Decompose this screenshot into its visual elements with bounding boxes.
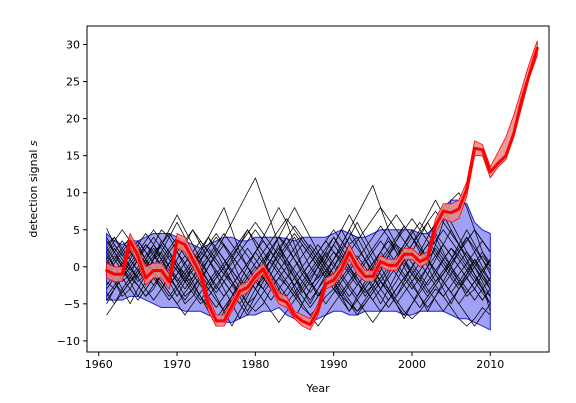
plot-area bbox=[105, 40, 539, 331]
x-tick-label: 1960 bbox=[85, 358, 113, 371]
observed-band bbox=[106, 40, 538, 331]
control-simulation-line-8 bbox=[106, 199, 491, 320]
observed-signal-line bbox=[105, 46, 539, 327]
x-tick-label: 1990 bbox=[320, 358, 348, 371]
y-axis-label-symbol: s bbox=[27, 140, 40, 146]
control-simulation-line-23 bbox=[106, 244, 491, 312]
y-tick-label: 30 bbox=[66, 39, 80, 52]
x-tick-label: 2000 bbox=[398, 358, 426, 371]
y-tick-label: 15 bbox=[66, 150, 80, 163]
x-axis-label: Year bbox=[305, 382, 330, 395]
x-tick-label: 1980 bbox=[241, 358, 269, 371]
y-tick-label: 20 bbox=[66, 113, 80, 126]
y-tick-label: 10 bbox=[66, 187, 80, 200]
y-axis-label: detection signal s bbox=[27, 140, 40, 237]
axes-frame bbox=[86, 25, 550, 353]
ticks: 1960 1970 1980 1990 2000 2010 −10 −5 0 5 10 15 20 25 3… bbox=[57, 39, 504, 371]
control-simulation-line-11 bbox=[106, 218, 491, 320]
control-simulation-line-20 bbox=[106, 218, 491, 297]
y-tick-label: −5 bbox=[64, 298, 80, 311]
control-simulation-line-21 bbox=[106, 247, 491, 327]
x-tick-label: 1970 bbox=[163, 358, 191, 371]
control-simulation-line-22 bbox=[106, 225, 491, 305]
y-tick-label: 25 bbox=[66, 76, 80, 89]
x-tick-label: 2010 bbox=[476, 358, 504, 371]
y-axis-label-text: detection signal bbox=[27, 146, 40, 237]
control-simulation-line-9 bbox=[106, 210, 491, 323]
y-tick-label: −10 bbox=[57, 335, 80, 348]
y-tick-label: 0 bbox=[73, 261, 80, 274]
y-tick-label: 5 bbox=[73, 224, 80, 237]
control-simulation-line-2 bbox=[106, 262, 491, 327]
